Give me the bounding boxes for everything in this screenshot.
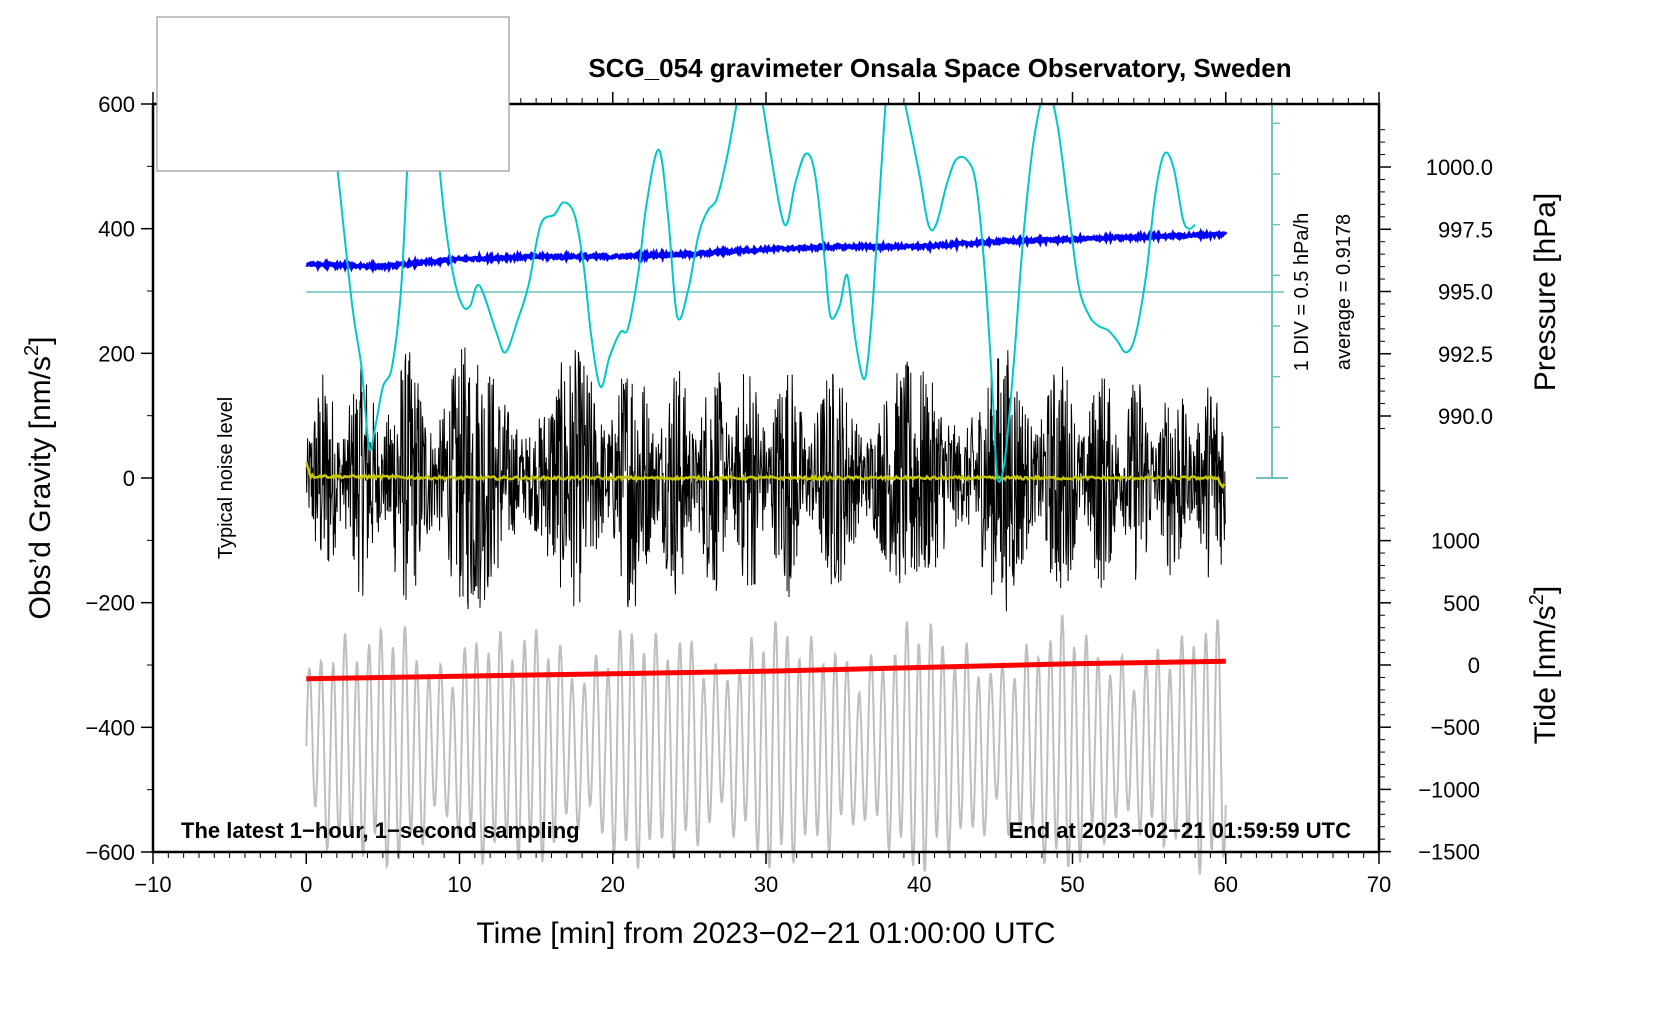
y-left-tick-label: 600 xyxy=(98,92,135,117)
theoretical-tide-series xyxy=(306,658,1226,682)
dpdt-scale-label: 1 DIV = 0.5 hPa/h xyxy=(1291,213,1313,371)
dpdt-scale-axis xyxy=(306,103,1288,479)
last-10-min-line xyxy=(305,614,1227,875)
y-left-tick-label: 200 xyxy=(98,341,135,366)
y-pressure-tick-label: 995.0 xyxy=(1438,280,1493,305)
last-10-min-series xyxy=(305,614,1227,875)
end-time-annotation: End at 2023−02−21 01:59:59 UTC xyxy=(1009,818,1352,843)
chart-title: SCG_054 gravimeter Onsala Space Observat… xyxy=(588,53,1291,83)
x-tick-label: 0 xyxy=(300,872,312,897)
y-left-tick-label: −400 xyxy=(85,715,135,740)
x-tick-label: 20 xyxy=(601,872,625,897)
tide-line xyxy=(306,658,1226,682)
sampling-annotation: The latest 1−hour, 1−second sampling xyxy=(181,818,580,843)
y-left-tick-label: −600 xyxy=(85,840,135,865)
residual-smoothed-series xyxy=(305,461,1226,489)
y-left-axis-title: Obs’d Gravity [nm/s2] xyxy=(21,337,57,620)
dpdt-series xyxy=(335,104,1196,483)
residual-line xyxy=(305,347,1226,612)
noise-level-label: Typical noise level xyxy=(215,397,237,559)
y-tide-tick-label: −1000 xyxy=(1418,777,1480,802)
y-tide-tick-label: −1500 xyxy=(1418,840,1480,865)
residual-smoothed-line xyxy=(305,461,1226,489)
y-tide-tick-label: 1000 xyxy=(1431,529,1480,554)
y-tide-tick-label: −500 xyxy=(1430,715,1480,740)
x-tick-label: 30 xyxy=(754,872,778,897)
y-pressure-tick-label: 1000.0 xyxy=(1426,155,1493,180)
x-tick-label: −10 xyxy=(134,872,171,897)
x-tick-label: 60 xyxy=(1214,872,1238,897)
y-pressure-tick-label: 992.5 xyxy=(1438,342,1493,367)
y-pressure-axis-title: Pressure [hPa] xyxy=(1529,193,1562,391)
legend-box xyxy=(156,16,510,172)
dpdt-average-label: average = 0.9178 xyxy=(1333,214,1355,370)
pressure-series xyxy=(305,227,1228,274)
x-tick-label: 40 xyxy=(907,872,931,897)
axes: −10 0 10 20 30 40 50 60 70 600 400 200 0 −200 −400 −600… xyxy=(85,92,1493,897)
x-tick-label: 50 xyxy=(1060,872,1084,897)
residual-series xyxy=(305,347,1226,612)
dpdt-line xyxy=(335,104,1196,483)
y-tide-tick-label: 0 xyxy=(1468,653,1480,678)
x-tick-label: 10 xyxy=(447,872,471,897)
y-left-tick-label: −200 xyxy=(85,591,135,616)
y-pressure-tick-label: 997.5 xyxy=(1438,217,1493,242)
y-left-tick-label: 400 xyxy=(98,217,135,242)
y-tide-tick-label: 500 xyxy=(1443,591,1480,616)
legend xyxy=(156,16,510,172)
y-pressure-tick-label: 990.0 xyxy=(1438,404,1493,429)
pressure-line xyxy=(305,227,1228,274)
y-tide-axis-title: Tide [nm/s2] xyxy=(1526,586,1562,744)
x-tick-label: 70 xyxy=(1367,872,1391,897)
x-axis-title: Time [min] from 2023−02−21 01:00:00 UTC xyxy=(476,917,1055,950)
y-left-tick-label: 0 xyxy=(123,466,135,491)
